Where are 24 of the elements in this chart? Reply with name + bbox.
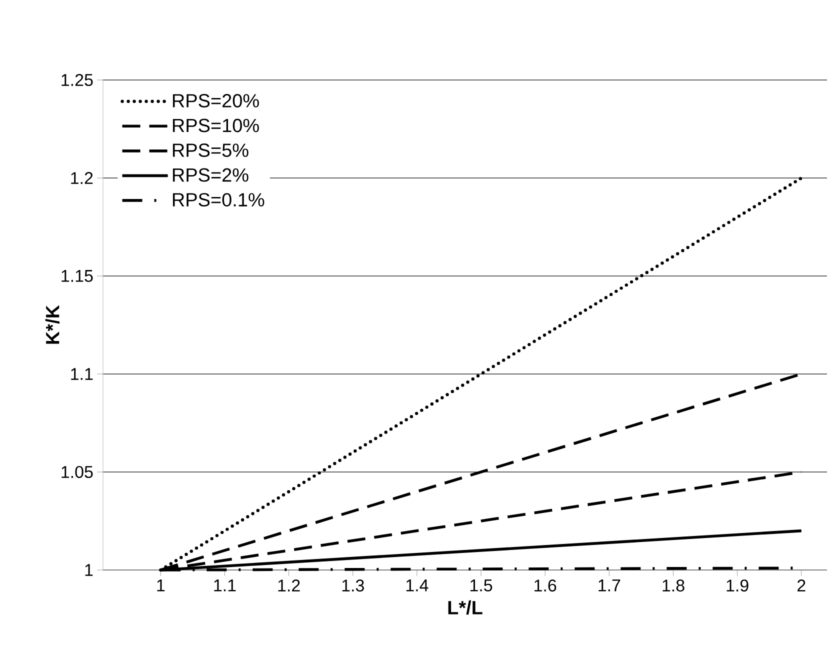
x-tick-label: 2 xyxy=(798,580,806,592)
legend-label: RPS=10% xyxy=(172,118,259,132)
legend-label: RPS=2% xyxy=(172,168,248,182)
y-tick-label: 1.15 xyxy=(62,270,93,282)
x-axis-title: L*/L xyxy=(448,600,482,615)
x-tick-label: 1.1 xyxy=(214,580,236,592)
x-tick-label: 1.7 xyxy=(598,580,620,592)
x-tick-label: 1.4 xyxy=(406,580,428,592)
y-tick-label: 1.25 xyxy=(62,74,93,86)
y-tick-label: 1.1 xyxy=(71,368,93,380)
x-tick-label: 1.9 xyxy=(726,580,748,592)
x-tick-label: 1.3 xyxy=(342,580,364,592)
x-tick-label: 1 xyxy=(157,580,165,592)
y-tick-label: 1 xyxy=(85,564,93,576)
legend-label: RPS=5% xyxy=(172,144,248,157)
y-tick-label: 1.2 xyxy=(71,172,93,184)
x-tick-label: 1.2 xyxy=(278,580,300,592)
x-tick-label: 1.5 xyxy=(470,580,492,592)
x-tick-label: 1.6 xyxy=(534,580,556,592)
legend-label: RPS=0.1% xyxy=(172,193,264,207)
legend-label: RPS=20% xyxy=(172,94,259,108)
y-tick-label: 1.05 xyxy=(62,466,93,478)
y-axis-title: K*/K xyxy=(45,305,60,344)
x-tick-label: 1.8 xyxy=(662,580,684,592)
